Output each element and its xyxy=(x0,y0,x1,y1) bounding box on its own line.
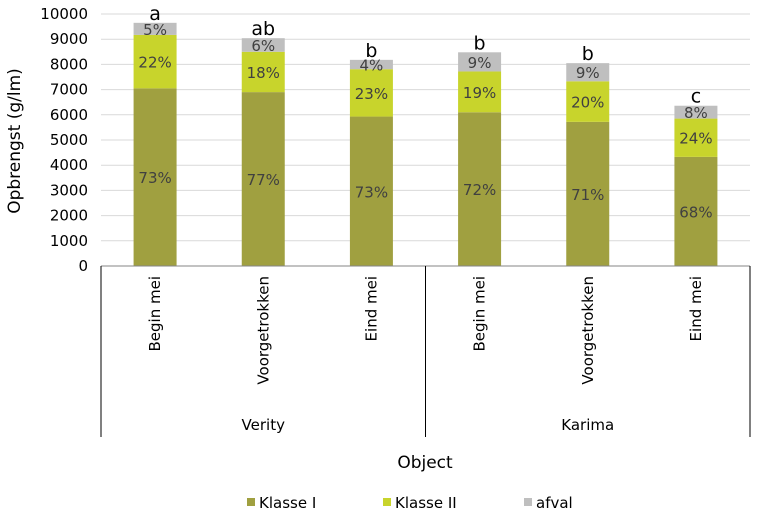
bar-segment xyxy=(566,81,610,122)
bar-segment xyxy=(241,38,285,52)
significance-letter: ab xyxy=(251,18,275,40)
y-tick-label: 2000 xyxy=(50,207,88,225)
bar-segment xyxy=(674,118,718,157)
bar-segment xyxy=(241,51,285,93)
bar-data-label: 4% xyxy=(360,57,384,75)
y-tick-label: 8000 xyxy=(50,55,88,73)
legend-label: afval xyxy=(536,494,573,512)
y-tick-label: 10000 xyxy=(40,5,88,23)
x-axis: Begin mei Voorgetrokken Eind mei Begin mei V… xyxy=(100,265,751,437)
bar-segment xyxy=(133,34,177,89)
bar-data-label: 9% xyxy=(468,54,492,72)
bars: 73%22%5%a77%18%6%ab73%23%4%b72%19%9%b71%… xyxy=(133,3,718,267)
bar-data-label: 73% xyxy=(138,169,171,187)
bar-segment xyxy=(566,63,610,82)
y-axis-label: Opbrengst (g/lm) xyxy=(5,68,25,214)
gridlines xyxy=(101,13,750,242)
significance-letter: b xyxy=(582,43,594,65)
x-category-label: Begin mei xyxy=(471,276,489,352)
y-tick-label: 6000 xyxy=(50,106,88,124)
bar-segment xyxy=(349,69,393,117)
bar-segment xyxy=(674,105,718,119)
x-category-label: Eind mei xyxy=(687,276,705,341)
legend-swatch xyxy=(383,498,391,506)
bar-segment xyxy=(133,22,177,35)
bar-segment xyxy=(241,92,285,267)
bar-data-label: 73% xyxy=(355,183,388,201)
bar-data-label: 68% xyxy=(679,203,712,221)
x-category-label: Begin mei xyxy=(146,276,164,352)
bar-data-label: 24% xyxy=(679,130,712,148)
x-category-label: Voorgetrokken xyxy=(254,276,272,385)
bar-data-label: 18% xyxy=(247,64,280,82)
bar-data-label: 9% xyxy=(576,64,600,82)
y-tick-label: 7000 xyxy=(50,81,88,99)
y-tick-label: 4000 xyxy=(50,156,88,174)
bar-segment xyxy=(566,121,610,266)
x-group-label: Karima xyxy=(561,416,614,434)
bar-segment xyxy=(349,116,393,267)
bar-data-label: 20% xyxy=(571,94,604,112)
bar-data-label: 77% xyxy=(247,171,280,189)
bar-segment xyxy=(458,71,502,113)
bar-data-label: 19% xyxy=(463,84,496,102)
legend-label: Klasse II xyxy=(395,494,457,512)
legend: Klasse I Klasse II afval xyxy=(247,494,573,512)
x-group-label: Verity xyxy=(242,416,286,434)
y-tick-label: 1000 xyxy=(50,232,88,250)
bar-data-label: 6% xyxy=(251,37,275,55)
legend-label: Klasse I xyxy=(259,494,316,512)
x-category-label: Eind mei xyxy=(362,276,380,341)
significance-letter: b xyxy=(474,32,486,54)
bar-data-label: 23% xyxy=(355,85,388,103)
bar-data-label: 5% xyxy=(143,21,167,39)
x-category-label: Voorgetrokken xyxy=(579,276,597,385)
legend-swatch xyxy=(524,498,532,506)
significance-letter: a xyxy=(149,3,161,25)
significance-letter: b xyxy=(365,40,377,62)
y-tick-label: 5000 xyxy=(50,131,88,149)
bar-segment xyxy=(674,156,718,266)
x-axis-label: Object xyxy=(397,453,453,473)
bar-segment xyxy=(349,59,393,70)
bar-data-label: 8% xyxy=(684,104,708,122)
y-tick-label: 0 xyxy=(78,257,88,275)
bar-data-label: 22% xyxy=(138,54,171,72)
bar-segment xyxy=(458,112,502,266)
y-tick-label: 9000 xyxy=(50,30,88,48)
bar-segment xyxy=(458,52,502,72)
bar-data-label: 71% xyxy=(571,186,604,204)
legend-swatch xyxy=(247,498,255,506)
y-axis-ticks: 0 1000 2000 3000 4000 5000 6000 7000 8000 9000 100… xyxy=(40,5,88,275)
significance-letter: c xyxy=(691,86,701,108)
y-tick-label: 3000 xyxy=(50,181,88,199)
bar-data-label: 72% xyxy=(463,181,496,199)
bar-segment xyxy=(133,88,177,266)
